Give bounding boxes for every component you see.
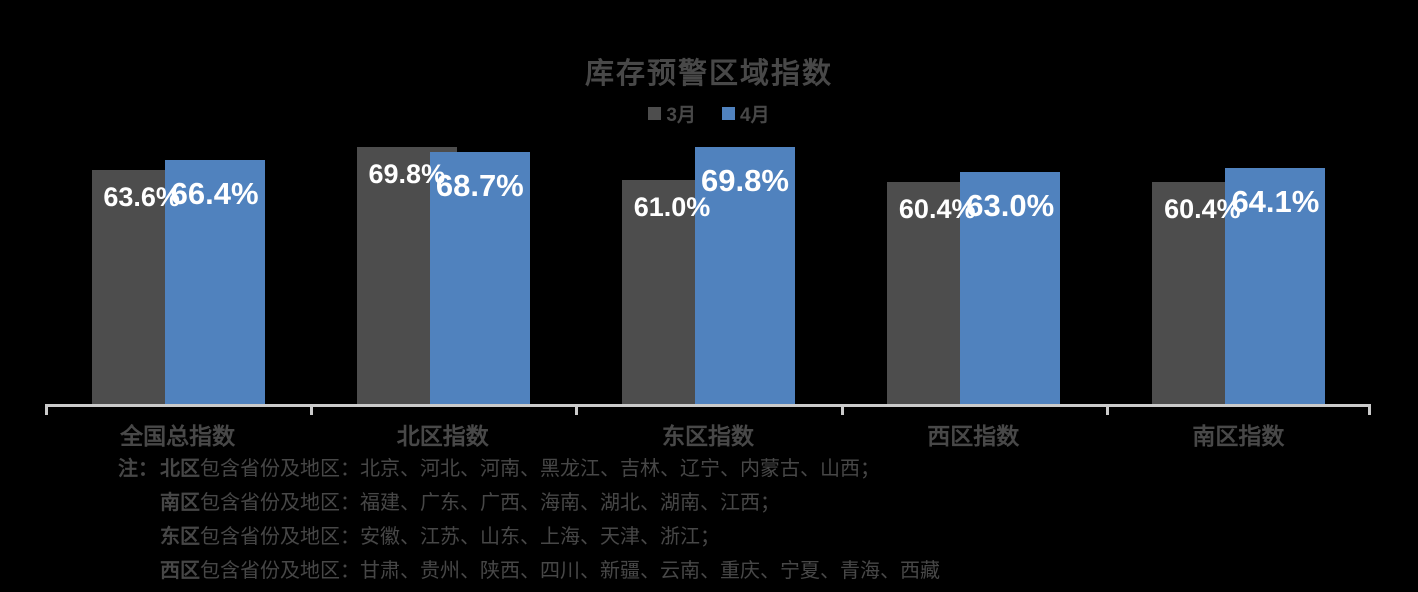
note-region: 西区	[160, 560, 200, 582]
notes: 注： 北区 包含省份及地区：北京、河北、河南、黑龙江、吉林、辽宁、内蒙古、山西；…	[118, 452, 940, 588]
legend-item-march: 3月	[648, 100, 696, 127]
note-text: 包含省份及地区：北京、河北、河南、黑龙江、吉林、辽宁、内蒙古、山西；	[200, 458, 880, 480]
legend-swatch-march	[648, 107, 662, 120]
x-axis-tick	[1368, 404, 1371, 415]
note-region: 北区	[160, 458, 200, 480]
x-axis-tick	[310, 404, 314, 415]
note-line: 西区 包含省份及地区：甘肃、贵州、陕西、四川、新疆、云南、重庆、宁夏、青海、西藏	[118, 554, 940, 588]
bar-value-label-3月-西区指数: 60.4%	[898, 194, 976, 224]
note-text: 包含省份及地区：福建、广东、广西、海南、湖北、湖南、江西；	[200, 492, 780, 514]
legend-item-april: 4月	[722, 100, 770, 127]
category-label-全国总指数: 全国总指数	[120, 423, 236, 449]
category-label-西区指数: 西区指数	[927, 423, 1020, 449]
bar-value-label-4月-南区指数: 64.1%	[1231, 184, 1320, 219]
note-line: 注： 北区 包含省份及地区：北京、河北、河南、黑龙江、吉林、辽宁、内蒙古、山西；	[118, 452, 940, 486]
category-label-南区指数: 南区指数	[1192, 423, 1285, 449]
legend: 3月 4月	[0, 100, 1418, 127]
bar-4月-全国总指数	[164, 160, 265, 404]
bar-4月-西区指数	[960, 172, 1061, 404]
bar-4月-东区指数	[695, 147, 795, 404]
legend-label-april: 4月	[740, 105, 770, 126]
bar-value-label-4月-全国总指数: 66.4%	[170, 176, 259, 211]
x-axis-tick	[45, 404, 48, 415]
note-prefix: 注：	[118, 458, 158, 480]
note-region: 东区	[160, 526, 200, 548]
note-line: 南区 包含省份及地区：福建、广东、广西、海南、湖北、湖南、江西；	[118, 486, 940, 520]
legend-label-march: 3月	[666, 105, 696, 126]
bar-value-label-3月-北区指数: 69.8%	[368, 159, 446, 189]
category-label-东区指数: 东区指数	[661, 423, 754, 449]
bar-value-label-3月-全国总指数: 63.6%	[103, 182, 180, 212]
legend-swatch-april	[722, 107, 735, 120]
bar-value-label-4月-东区指数: 69.8%	[701, 163, 789, 198]
x-axis-tick	[1105, 404, 1109, 415]
note-text: 包含省份及地区：安徽、江苏、山东、上海、天津、浙江；	[200, 526, 720, 548]
note-line: 东区 包含省份及地区：安徽、江苏、山东、上海、天津、浙江；	[118, 520, 940, 554]
x-axis-tick	[840, 404, 844, 415]
bar-value-label-3月-南区指数: 60.4%	[1164, 194, 1241, 224]
note-text: 包含省份及地区：甘肃、贵州、陕西、四川、新疆、云南、重庆、宁夏、青海、西藏	[200, 560, 940, 582]
bar-value-label-3月-东区指数: 61.0%	[633, 192, 711, 222]
x-axis-tick	[575, 404, 579, 415]
bar-value-label-4月-北区指数: 68.7%	[435, 168, 524, 203]
x-axis-line	[45, 404, 1371, 407]
bar-value-label-4月-西区指数: 63.0%	[966, 188, 1055, 223]
chart-title: 库存预警区域指数	[584, 58, 833, 90]
bar-4月-北区指数	[429, 152, 530, 404]
bar-4月-南区指数	[1225, 168, 1326, 404]
category-label-北区指数: 北区指数	[396, 423, 489, 449]
note-region: 南区	[160, 492, 200, 514]
